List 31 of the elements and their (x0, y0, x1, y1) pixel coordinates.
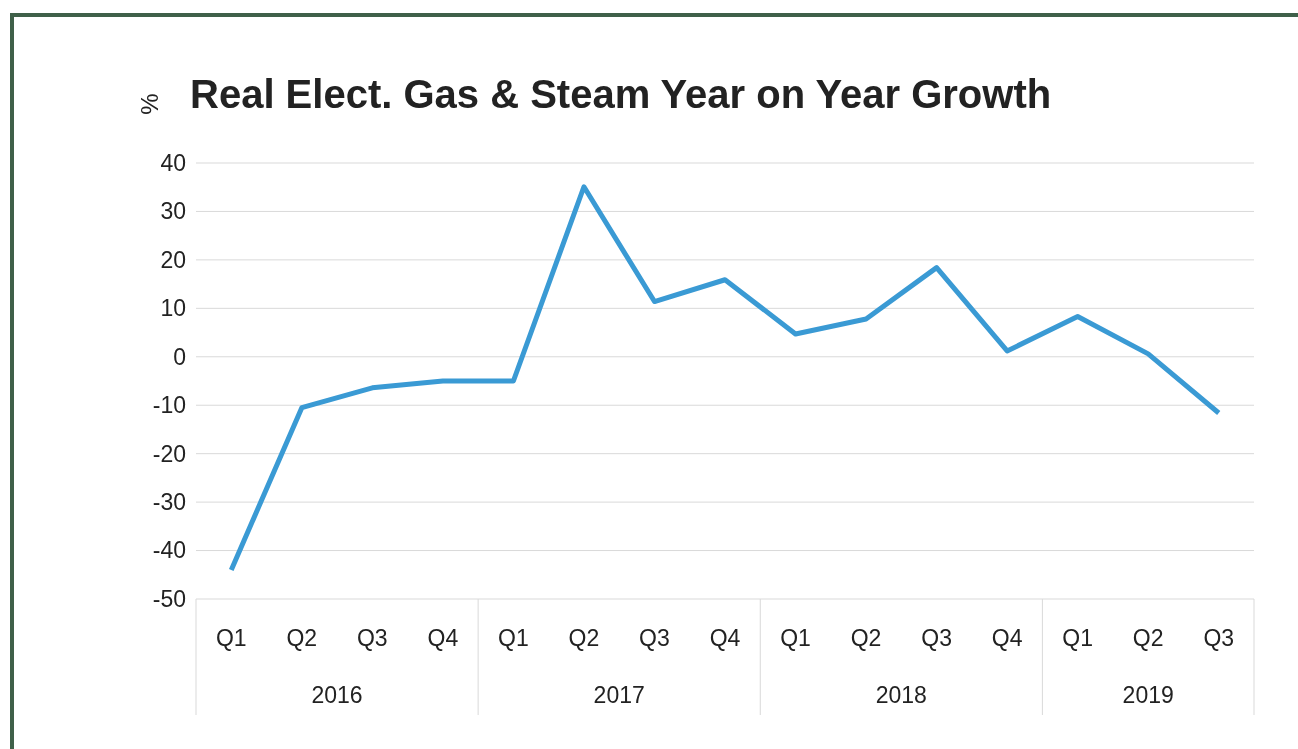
x-tick-label: Q2 (1132, 625, 1164, 651)
text: 2017 (593, 682, 645, 708)
x-tick-label: Q3 (356, 625, 388, 651)
y-tick-label: 30 (160, 198, 186, 225)
y-tick-label: -40 (152, 537, 186, 564)
y-tick-label: 20 (160, 246, 186, 273)
x-tick-label: Q2 (568, 625, 600, 651)
x-tick-label: Q3 (1203, 625, 1235, 651)
y-tick-label: 40 (160, 149, 186, 176)
x-tick-label: Q2 (286, 625, 318, 651)
x-tick-label: Q3 (921, 625, 952, 651)
text: 2018 (875, 682, 927, 708)
text: 2016 (311, 682, 363, 708)
y-axis-title: % (136, 93, 163, 115)
y-tick-label: -20 (152, 440, 186, 467)
y-tick-label: -30 (152, 488, 186, 515)
x-tick-label: Q4 (427, 625, 459, 651)
y-tick-label: 10 (160, 295, 186, 322)
x-tick-label: Q1 (215, 625, 247, 651)
y-tick-label: 0 (173, 343, 186, 370)
x-tick-label: Q4 (991, 625, 1023, 651)
x-tick-label: Q2 (850, 625, 882, 651)
chart-title: Real Elect. Gas & Steam Year on Year Growth (190, 72, 1052, 116)
x-tick-label: Q1 (498, 625, 529, 651)
x-tick-label: Q4 (709, 625, 741, 651)
x-tick-label: Q1 (780, 625, 811, 651)
text: 2019 (1122, 682, 1174, 708)
x-tick-label: Q3 (639, 625, 670, 651)
x-tick-label: Q1 (1062, 625, 1094, 651)
y-tick-label: -50 (152, 585, 186, 612)
y-tick-label: -10 (152, 392, 186, 419)
